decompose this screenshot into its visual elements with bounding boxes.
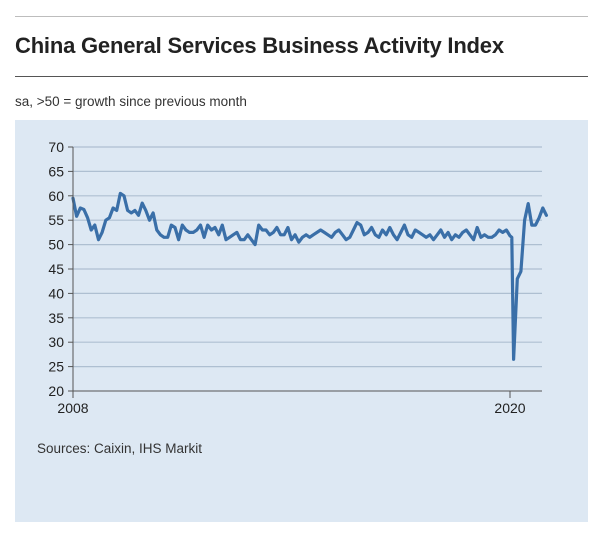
y-tick-label-40: 40: [48, 285, 64, 301]
y-tick-label-30: 30: [48, 334, 64, 350]
y-tick-label-65: 65: [48, 163, 64, 179]
x-tick-label-2020: 2020: [494, 400, 525, 416]
x-tick-label-2008: 2008: [57, 400, 88, 416]
grid-lines: [73, 146, 542, 368]
title-rule: [15, 76, 588, 77]
y-tick-label-35: 35: [48, 310, 64, 326]
x-axis-ticks: 2008 2020: [57, 391, 526, 416]
y-tick-label-70: 70: [48, 139, 64, 155]
y-tick-label-60: 60: [48, 188, 64, 204]
y-tick-label-25: 25: [48, 359, 64, 375]
y-tick-label-20: 20: [48, 383, 64, 399]
line-chart: 20 25 30 35 40 45 50 55 60 65 70 2008 2020: [48, 139, 549, 416]
chart-panel: [15, 120, 588, 522]
y-tick-label-50: 50: [48, 237, 64, 253]
source-note: Sources: Caixin, IHS Markit: [37, 441, 203, 456]
top-rule: [15, 16, 588, 17]
chart-title: China General Services Business Activity…: [15, 33, 504, 58]
series-layer: [71, 191, 549, 361]
chart-subtitle: sa, >50 = growth since previous month: [15, 94, 247, 109]
series-line-0: [71, 191, 549, 361]
y-axis-ticks: 20 25 30 35 40 45 50 55 60 65 70: [48, 139, 73, 399]
y-tick-label-45: 45: [48, 261, 64, 277]
y-tick-label-55: 55: [48, 212, 64, 228]
